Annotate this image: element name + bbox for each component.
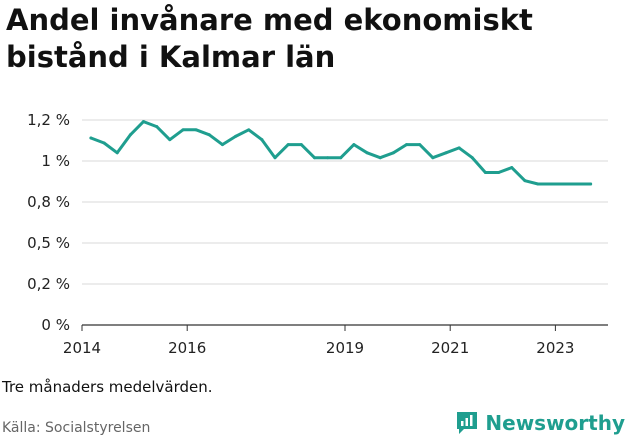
y-tick-label: 0,5 %	[27, 234, 70, 252]
data-point	[378, 156, 382, 160]
y-tick-label: 0 %	[41, 316, 70, 334]
data-point	[247, 128, 251, 132]
data-point	[470, 156, 474, 160]
data-point	[260, 138, 264, 142]
data-point	[444, 151, 448, 155]
y-tick-label: 1,2 %	[27, 111, 70, 129]
brand-name: Newsworthy	[485, 411, 625, 435]
data-point	[207, 133, 211, 137]
chart-source: Källa: Socialstyrelsen	[2, 420, 151, 436]
y-tick-label: 0,2 %	[27, 275, 70, 293]
data-point	[115, 151, 119, 155]
data-point	[312, 156, 316, 160]
data-point	[339, 156, 343, 160]
data-point	[523, 179, 527, 183]
series-line	[89, 120, 593, 186]
chart-note: Tre månaders medelvärden.	[2, 378, 213, 396]
data-point	[431, 156, 435, 160]
data-point	[510, 166, 514, 170]
data-point	[326, 156, 330, 160]
data-point	[549, 182, 553, 186]
x-tick-label: 2023	[536, 339, 574, 357]
y-tick-label: 1 %	[41, 152, 70, 170]
data-point	[286, 143, 290, 147]
chart-title: Andel invånare med ekonomiskt bistånd i …	[6, 3, 533, 74]
y-tick-label: 0,8 %	[27, 193, 70, 211]
x-tick-label: 2019	[326, 339, 364, 357]
data-point	[128, 133, 132, 137]
x-tick-label: 2021	[431, 339, 469, 357]
data-point	[562, 182, 566, 186]
data-point	[194, 128, 198, 132]
data-point	[220, 143, 224, 147]
data-point	[89, 136, 93, 140]
data-point	[418, 143, 422, 147]
newsworthy-logo-icon	[457, 412, 478, 434]
data-point	[405, 143, 409, 147]
data-point	[168, 138, 172, 142]
data-point	[273, 156, 277, 160]
data-point	[365, 151, 369, 155]
data-point	[352, 143, 356, 147]
data-point	[575, 182, 579, 186]
data-point	[102, 141, 106, 145]
data-point	[391, 151, 395, 155]
data-point	[155, 125, 159, 129]
data-point	[299, 143, 303, 147]
data-point	[181, 128, 185, 132]
data-point	[457, 146, 461, 150]
data-point	[483, 170, 487, 174]
data-point	[234, 134, 238, 138]
x-tick-label: 2016	[168, 339, 206, 357]
data-point	[142, 120, 146, 124]
brand-logo: Newsworthy	[455, 408, 625, 438]
x-tick-label: 2014	[63, 339, 101, 357]
data-point	[497, 170, 501, 174]
data-point	[589, 182, 593, 186]
data-point	[536, 182, 540, 186]
